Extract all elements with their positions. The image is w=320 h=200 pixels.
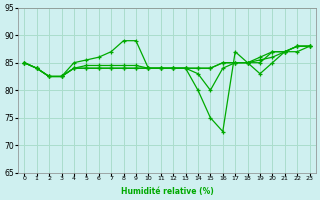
X-axis label: Humidité relative (%): Humidité relative (%) bbox=[121, 187, 213, 196]
